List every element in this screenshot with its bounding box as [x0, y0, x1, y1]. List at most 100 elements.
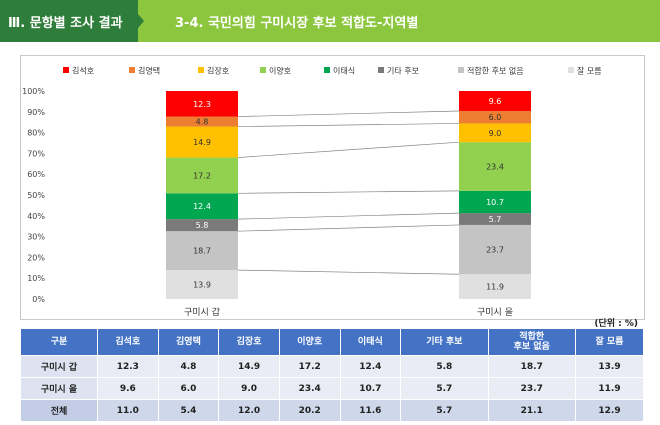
data-label: 17.2: [193, 171, 211, 180]
table-cell: 23.7: [487, 377, 576, 400]
legend-swatch: [198, 67, 204, 73]
data-label: 13.9: [193, 281, 211, 290]
table-cell: 21.1: [487, 399, 576, 422]
table-header-cell: 기타 후보: [400, 328, 489, 356]
legend-label: 김영택: [138, 66, 160, 76]
table-row: 전체 11.0 5.4 12.0 20.2 11.6 5.7 21.1 12.9: [20, 399, 645, 422]
header-text-line: 구분: [50, 337, 68, 347]
data-label: 12.3: [193, 100, 211, 109]
data-label: 10.7: [486, 198, 504, 207]
x-category-label: 구미시 을: [477, 307, 513, 318]
series-connector-line: [237, 224, 460, 232]
legend-swatch: [260, 67, 266, 73]
legend-label: 적합한 후보 없음: [467, 66, 524, 76]
chart-frame: 김석호 김영택 김장호 이양호 이태식 기타 후보 적합한 후보 없음 잘 모름 0% 10% 20…: [20, 55, 645, 320]
header-text-line: 기타 후보: [426, 337, 463, 347]
bar-segment: [166, 157, 238, 194]
header-text-line: 적합한: [519, 332, 545, 342]
table-header-corner: 구분: [20, 328, 98, 356]
table-header-row: 구분 김석호 김영택 김장호 이양호 이태식 기타 후보 적합한 후보 없음 잘 모름: [20, 328, 645, 356]
header-text-line: 김영택: [176, 337, 201, 347]
table-cell: 14.9: [218, 355, 280, 378]
table-cell: 10.7: [339, 377, 402, 400]
legend-swatch: [63, 67, 69, 73]
table-cell: 5.4: [157, 399, 220, 422]
data-label: 23.7: [486, 246, 504, 255]
legend-swatch: [378, 67, 384, 73]
table-cell: 23.4: [278, 377, 341, 400]
table-row: 구미시 을 9.6 6.0 9.0 23.4 10.7 5.7 23.7 11.9: [20, 377, 645, 400]
header-text-line: 이양호: [297, 337, 323, 347]
data-label: 23.4: [486, 163, 504, 172]
series-connector-line: [237, 269, 460, 275]
page-title: 3-4. 국민의힘 구미시장 후보 적합도-지역별: [175, 16, 419, 31]
bar-segment: [459, 190, 531, 214]
header-banner: Ⅲ. 문항별 조사 결과 3-4. 국민의힘 구미시장 후보 적합도-지역별: [0, 0, 660, 42]
section-title: Ⅲ. 문항별 조사 결과: [8, 16, 123, 31]
legend-swatch: [324, 67, 330, 73]
legend-swatch: [458, 67, 464, 73]
header-text-line: 후보 없음: [513, 342, 550, 352]
series-connector-line: [237, 141, 460, 158]
legend-label: 이태식: [333, 66, 355, 76]
data-label: 5.7: [489, 215, 502, 224]
table-cell: 18.7: [487, 355, 576, 378]
y-tick-label: 20%: [27, 253, 45, 262]
table-cell: 11.0: [97, 399, 159, 422]
legend-label: 이양호: [269, 66, 291, 76]
series-connector-line: [237, 110, 460, 117]
bar-segment: [166, 116, 238, 127]
data-label: 18.7: [193, 247, 211, 256]
table-cell: 5.7: [400, 399, 489, 422]
table-cell: 11.9: [574, 377, 645, 400]
header-title-bg: [138, 0, 660, 42]
table-body: 구미시 갑 12.3 4.8 14.9 17.2 12.4 5.8 18.7 13.9 구미시 을…: [20, 355, 645, 422]
bar-segment: [459, 123, 531, 143]
table-header-cell: 이양호: [278, 328, 341, 356]
y-tick-label: 100%: [22, 87, 45, 96]
bar-segment: [166, 91, 238, 117]
table-row-label: 전체: [20, 399, 98, 422]
table-cell: 9.0: [218, 377, 280, 400]
bar-segment: [459, 110, 531, 124]
table-cell: 12.9: [574, 399, 645, 422]
results-table: 구분 김석호 김영택 김장호 이양호 이태식 기타 후보 적합한 후보 없음 잘 모름 구미시 갑…: [20, 328, 645, 422]
table-cell: 12.0: [218, 399, 280, 422]
table-cell: 11.6: [339, 399, 402, 422]
data-label: 5.8: [196, 221, 209, 230]
y-tick-label: 10%: [27, 274, 45, 283]
table-header-cell: 이태식: [339, 328, 402, 356]
table-cell: 12.3: [97, 355, 159, 378]
data-label: 12.4: [193, 202, 211, 211]
header-text-line: 이태식: [357, 337, 383, 347]
table-cell: 4.8: [157, 355, 220, 378]
bar-segment: [166, 126, 238, 158]
series-connector-line: [237, 123, 460, 127]
legend-label: 기타 후보: [387, 67, 419, 76]
bar-segment: [459, 91, 531, 111]
bar-segment: [459, 274, 531, 299]
data-label: 9.0: [489, 129, 502, 138]
header-text-line: 김장호: [236, 337, 262, 347]
table-cell: 5.8: [400, 355, 489, 378]
y-tick-label: 30%: [27, 233, 45, 242]
bar-segment: [166, 193, 238, 220]
table-row: 구미시 갑 12.3 4.8 14.9 17.2 12.4 5.8 18.7 13.9: [20, 355, 645, 378]
legend-label: 김장호: [207, 66, 229, 76]
y-tick-label: 40%: [27, 212, 45, 221]
x-category-label: 구미시 갑: [184, 306, 220, 318]
table-cell: 20.2: [278, 399, 341, 422]
data-label: 4.8: [196, 118, 209, 127]
bar-segment: [166, 219, 238, 232]
y-tick-label: 70%: [27, 149, 45, 158]
unit-label: (단위 : %): [594, 319, 638, 329]
bar-segment: [166, 270, 238, 299]
table-header-cell: 김영택: [157, 328, 220, 356]
table-row-label: 구미시 갑: [20, 355, 98, 378]
table-header-cell: 적합한 후보 없음: [487, 328, 576, 356]
y-tick-label: 50%: [27, 191, 45, 200]
header-text-line: 김석호: [115, 337, 141, 347]
table-cell: 17.2: [278, 355, 341, 378]
data-label: 6.0: [489, 113, 502, 122]
y-tick-label: 60%: [27, 170, 45, 179]
